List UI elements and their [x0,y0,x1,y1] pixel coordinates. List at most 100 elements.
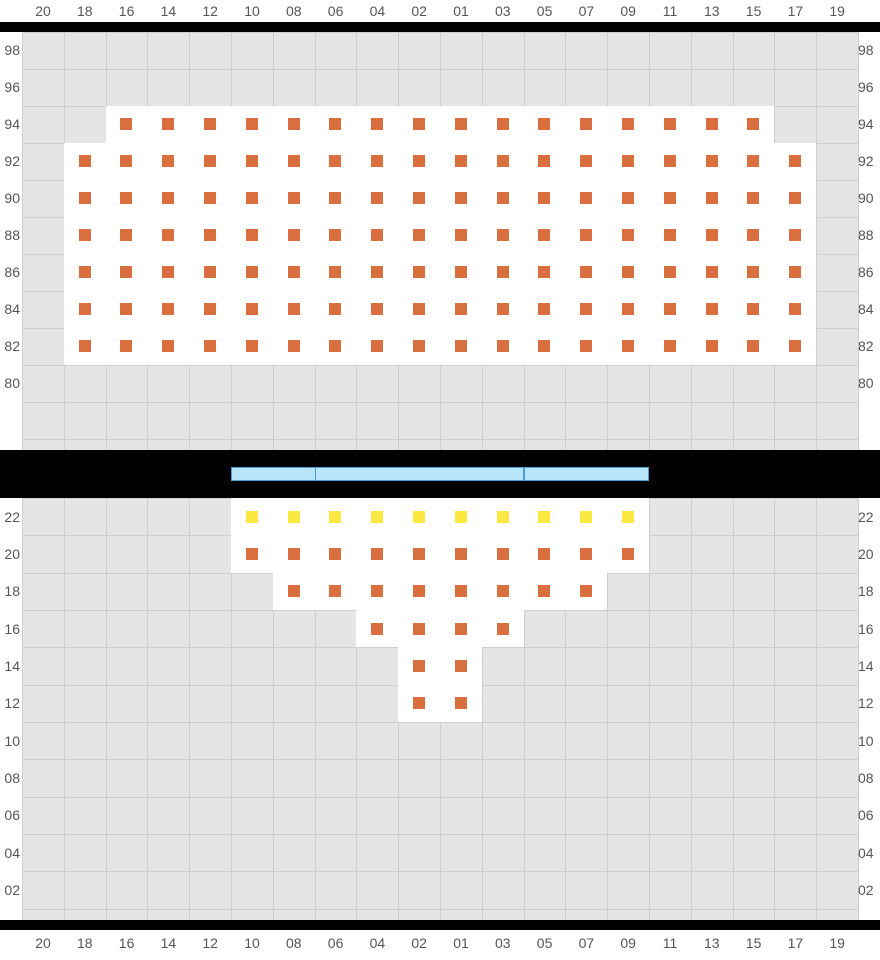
seat-94-07[interactable] [565,106,607,143]
seat-90-10[interactable] [231,180,273,217]
seat-86-11[interactable] [649,254,691,291]
seat-20-02[interactable] [398,535,440,572]
seat-82-02[interactable] [398,328,440,365]
seat-18-07[interactable] [565,573,607,610]
seat-90-03[interactable] [482,180,524,217]
seat-92-05[interactable] [524,143,566,180]
seat-82-16[interactable] [106,328,148,365]
seat-92-13[interactable] [691,143,733,180]
seat-94-08[interactable] [273,106,315,143]
seat-20-04[interactable] [356,535,398,572]
seat-84-08[interactable] [273,291,315,328]
seat-90-01[interactable] [440,180,482,217]
seat-82-04[interactable] [356,328,398,365]
seat-16-03[interactable] [482,610,524,647]
seat-82-12[interactable] [189,328,231,365]
seat-92-06[interactable] [315,143,357,180]
seat-84-02[interactable] [398,291,440,328]
seat-84-16[interactable] [106,291,148,328]
seat-92-07[interactable] [565,143,607,180]
seat-86-04[interactable] [356,254,398,291]
seat-94-04[interactable] [356,106,398,143]
seat-82-03[interactable] [482,328,524,365]
seat-86-09[interactable] [607,254,649,291]
seat-94-11[interactable] [649,106,691,143]
seat-82-09[interactable] [607,328,649,365]
seat-22-01[interactable] [440,498,482,535]
seat-90-18[interactable] [64,180,106,217]
seat-16-01[interactable] [440,610,482,647]
seat-82-17[interactable] [774,328,816,365]
seat-84-13[interactable] [691,291,733,328]
seat-84-12[interactable] [189,291,231,328]
seat-20-03[interactable] [482,535,524,572]
seat-94-15[interactable] [733,106,775,143]
seat-84-09[interactable] [607,291,649,328]
seat-84-06[interactable] [315,291,357,328]
seat-84-01[interactable] [440,291,482,328]
seat-88-07[interactable] [565,217,607,254]
seat-20-08[interactable] [273,535,315,572]
seat-92-18[interactable] [64,143,106,180]
seat-90-04[interactable] [356,180,398,217]
seat-22-03[interactable] [482,498,524,535]
seat-90-09[interactable] [607,180,649,217]
seat-14-02[interactable] [398,647,440,684]
seat-94-03[interactable] [482,106,524,143]
seat-94-13[interactable] [691,106,733,143]
seat-90-02[interactable] [398,180,440,217]
seat-94-01[interactable] [440,106,482,143]
seat-88-14[interactable] [147,217,189,254]
seat-18-06[interactable] [315,573,357,610]
seat-90-08[interactable] [273,180,315,217]
seat-22-08[interactable] [273,498,315,535]
seat-92-17[interactable] [774,143,816,180]
seat-82-14[interactable] [147,328,189,365]
seat-86-02[interactable] [398,254,440,291]
seat-88-12[interactable] [189,217,231,254]
seat-22-05[interactable] [524,498,566,535]
seat-86-08[interactable] [273,254,315,291]
seat-88-04[interactable] [356,217,398,254]
seat-84-18[interactable] [64,291,106,328]
seat-90-05[interactable] [524,180,566,217]
seat-90-16[interactable] [106,180,148,217]
seat-90-15[interactable] [733,180,775,217]
seat-84-11[interactable] [649,291,691,328]
seat-82-15[interactable] [733,328,775,365]
seat-90-13[interactable] [691,180,733,217]
seat-22-02[interactable] [398,498,440,535]
seat-82-18[interactable] [64,328,106,365]
seat-20-09[interactable] [607,535,649,572]
seat-82-07[interactable] [565,328,607,365]
seat-90-17[interactable] [774,180,816,217]
seat-92-11[interactable] [649,143,691,180]
seat-86-03[interactable] [482,254,524,291]
seat-12-01[interactable] [440,685,482,722]
seat-22-10[interactable] [231,498,273,535]
seat-16-04[interactable] [356,610,398,647]
seat-88-05[interactable] [524,217,566,254]
seat-82-11[interactable] [649,328,691,365]
seat-16-02[interactable] [398,610,440,647]
seat-12-02[interactable] [398,685,440,722]
seat-92-03[interactable] [482,143,524,180]
seat-84-03[interactable] [482,291,524,328]
seat-92-14[interactable] [147,143,189,180]
seat-20-01[interactable] [440,535,482,572]
seat-92-01[interactable] [440,143,482,180]
seat-88-17[interactable] [774,217,816,254]
seat-18-02[interactable] [398,573,440,610]
seat-86-12[interactable] [189,254,231,291]
seat-82-01[interactable] [440,328,482,365]
seat-94-12[interactable] [189,106,231,143]
seat-20-05[interactable] [524,535,566,572]
seat-84-15[interactable] [733,291,775,328]
seat-18-03[interactable] [482,573,524,610]
seat-88-13[interactable] [691,217,733,254]
seat-86-01[interactable] [440,254,482,291]
seat-22-06[interactable] [315,498,357,535]
seat-88-18[interactable] [64,217,106,254]
seat-92-09[interactable] [607,143,649,180]
seat-90-11[interactable] [649,180,691,217]
